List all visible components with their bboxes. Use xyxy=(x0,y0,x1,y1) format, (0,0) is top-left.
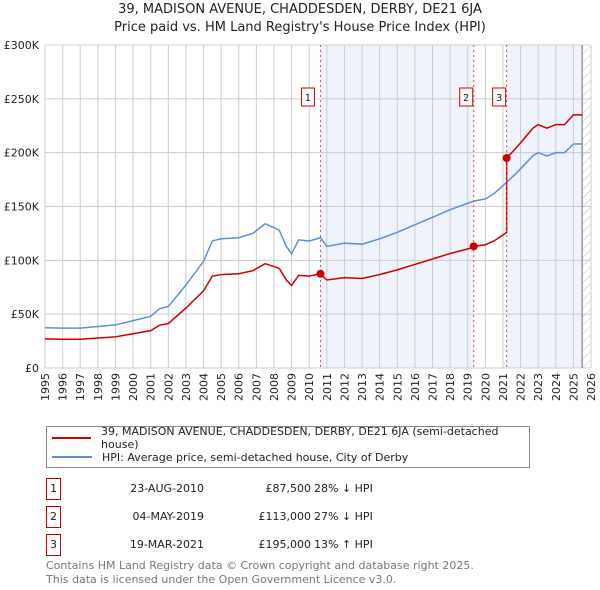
x-tick-label: 2003 xyxy=(180,373,193,401)
x-tick-label: 2010 xyxy=(303,373,316,401)
footer-licence: This data is licensed under the Open Gov… xyxy=(46,573,397,586)
chart-subtitle: Price paid vs. HM Land Registry's House … xyxy=(114,20,486,35)
x-tick-label: 1996 xyxy=(57,373,70,401)
x-tick-label: 2017 xyxy=(426,373,439,401)
x-tick-label: 2000 xyxy=(127,373,140,401)
x-tick-label: 2016 xyxy=(409,373,422,401)
transaction-hpi-diff: 28% ↓ HPI xyxy=(314,482,373,495)
sale-marker-label: 1 xyxy=(305,93,311,104)
x-tick-label: 2026 xyxy=(585,373,598,401)
x-tick-label: 2007 xyxy=(250,373,263,401)
property-price-line xyxy=(44,114,583,340)
hpi-line xyxy=(44,143,583,329)
x-tick-label: 1997 xyxy=(74,373,87,401)
x-tick-label: 2001 xyxy=(145,373,158,401)
y-tick-label: £250K xyxy=(4,93,40,106)
x-tick-label: 2025 xyxy=(567,373,580,401)
x-tick-label: 2009 xyxy=(286,373,299,401)
sale-point xyxy=(469,242,478,251)
x-tick-label: 1999 xyxy=(109,373,122,401)
legend-label-hpi: HPI: Average price, semi-detached house,… xyxy=(102,450,409,464)
x-tick-label: 2019 xyxy=(462,373,475,401)
transaction-hpi-diff: 13% ↑ HPI xyxy=(314,538,373,551)
x-tick-label: 2005 xyxy=(215,373,228,401)
x-tick-label: 2021 xyxy=(497,373,510,401)
sale-point xyxy=(502,154,511,163)
legend-item-hpi: HPI: Average price, semi-detached house,… xyxy=(52,449,408,465)
price-chart: 1995 1996 1997 1998 1999 2000 2001 2002 2003 2004… xyxy=(4,39,598,401)
x-tick-label: 2014 xyxy=(374,373,387,401)
legend-swatch-property xyxy=(52,437,92,439)
x-tick-label: 2015 xyxy=(391,373,404,401)
sale-marker-box xyxy=(300,87,315,107)
legend: 39, MADISON AVENUE, CHADDESDEN, DERBY, D… xyxy=(46,425,530,468)
transaction-marker: 1 xyxy=(46,478,61,500)
y-tick-label: £0 xyxy=(25,362,39,375)
transaction-price: £87,500 xyxy=(265,482,312,495)
y-tick-label: £150K xyxy=(4,201,40,214)
x-tick-label: 2011 xyxy=(321,373,334,401)
x-tick-label: 2018 xyxy=(444,373,457,401)
x-tick-label: 2022 xyxy=(515,373,528,401)
sale-marker-box xyxy=(459,87,474,107)
sale-marker-label: 2 xyxy=(463,93,469,104)
sale-marker-label: 3 xyxy=(496,93,502,104)
y-tick-label: £200K xyxy=(4,147,40,160)
x-tick-label: 2020 xyxy=(479,373,492,401)
chart-title: 39, MADISON AVENUE, CHADDESDEN, DERBY, D… xyxy=(118,2,482,17)
x-tick-label: 2008 xyxy=(268,373,281,401)
legend-label-property: 39, MADISON AVENUE, CHADDESDEN, DERBY, D… xyxy=(101,425,499,451)
transaction-date: 04-MAY-2019 xyxy=(132,510,204,523)
x-tick-label: 1995 xyxy=(39,373,52,401)
x-tick-label: 2004 xyxy=(198,373,211,401)
x-tick-label: 2012 xyxy=(338,373,351,401)
transaction-date: 19-MAR-2021 xyxy=(129,538,204,551)
x-tick-label: 2024 xyxy=(550,373,563,401)
transaction-date: 23-AUG-2010 xyxy=(130,482,204,495)
legend-swatch-hpi xyxy=(52,456,92,458)
x-tick-label: 2002 xyxy=(162,373,175,401)
transaction-price: £195,000 xyxy=(258,538,312,551)
transaction-hpi-diff: 27% ↓ HPI xyxy=(314,510,373,523)
x-tick-label: 1998 xyxy=(92,373,105,401)
footer-copyright: Contains HM Land Registry data © Crown c… xyxy=(46,559,474,572)
x-tick-label: 2013 xyxy=(356,373,369,401)
y-tick-label: £50K xyxy=(11,308,40,321)
transaction-marker: 2 xyxy=(46,506,61,528)
y-tick-label: £300K xyxy=(4,39,40,52)
legend-item-property: 39, MADISON AVENUE, CHADDESDEN, DERBY, D… xyxy=(52,425,529,451)
x-tick-label: 2006 xyxy=(233,373,246,401)
sale-point xyxy=(316,269,325,278)
x-tick-label: 2023 xyxy=(532,373,545,401)
y-tick-label: £100K xyxy=(4,254,40,267)
sale-marker-box xyxy=(492,87,507,107)
transaction-price: £113,000 xyxy=(258,510,312,523)
transaction-marker: 3 xyxy=(46,534,61,556)
